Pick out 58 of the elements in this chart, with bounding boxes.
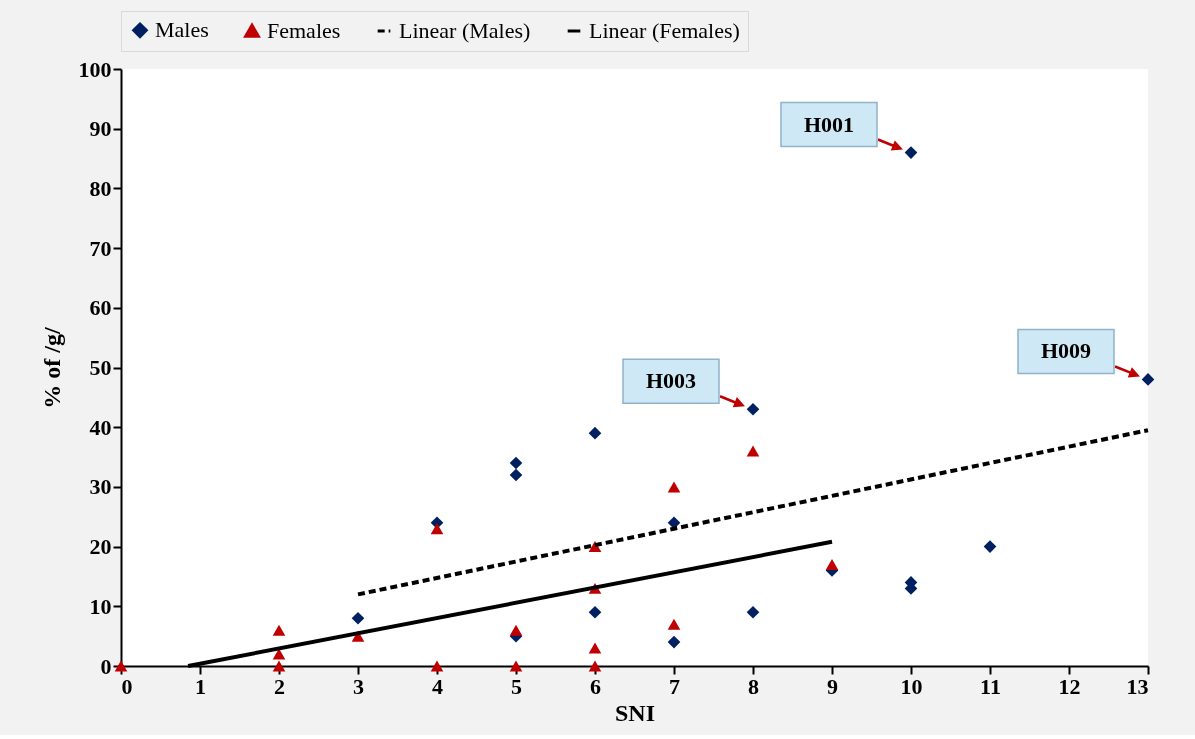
point [509, 660, 523, 672]
x-axis-title: SNI [614, 699, 656, 726]
y-tick-label: 80 [89, 175, 112, 201]
point [509, 456, 523, 470]
annotation: H001 [803, 111, 855, 137]
point [272, 624, 286, 636]
annotation: H009 [1040, 338, 1092, 364]
point [272, 660, 286, 672]
x-tick-label: 6 [590, 673, 601, 699]
point [746, 402, 760, 416]
point [667, 618, 681, 630]
y-tick-label: 0 [100, 653, 112, 679]
point [509, 468, 523, 482]
point [746, 445, 760, 457]
x-tick-label: 9 [827, 673, 838, 699]
point [509, 624, 523, 636]
y-tick-label: 30 [89, 474, 112, 500]
point [272, 648, 286, 660]
y-tick-label: 10 [89, 593, 112, 619]
point [746, 605, 760, 619]
point [351, 611, 365, 625]
legend-label: Females [267, 17, 341, 43]
y-axis-title: % of /g/ [38, 327, 65, 409]
point [1141, 373, 1155, 386]
x-tick-label: 8 [748, 673, 759, 699]
legend-label: Linear (Males) [399, 18, 531, 43]
legend-label: Linear (Females) [589, 18, 740, 43]
point [825, 559, 839, 570]
point [588, 605, 602, 619]
point [588, 642, 602, 654]
point [667, 635, 681, 649]
point [667, 481, 681, 493]
point [588, 660, 602, 672]
x-tick-label: 5 [511, 673, 522, 699]
point [904, 146, 918, 159]
x-tick-label: 3 [353, 673, 364, 699]
x-tick-label: 7 [669, 673, 680, 699]
x-tick-label: 10 [900, 673, 923, 699]
point [588, 426, 602, 440]
y-tick-label: 70 [89, 235, 112, 261]
x-tick-label: 2 [274, 673, 285, 699]
x-tick-label: 11 [980, 673, 1001, 699]
x-tick-label: 4 [432, 673, 443, 699]
legend-label: Males [155, 17, 209, 43]
x-tick-label: 0 [121, 673, 133, 699]
point [983, 540, 997, 553]
y-tick-label: 90 [89, 116, 112, 142]
x-tick-label: 1 [195, 673, 206, 699]
annotation: H003 [645, 368, 697, 394]
y-tick-label: 100 [78, 56, 112, 82]
x-tick-label: 13 [1126, 673, 1149, 699]
y-tick-label: 60 [89, 295, 112, 321]
y-tick-label: 50 [89, 355, 112, 380]
y-tick-label: 40 [89, 414, 112, 440]
point [430, 660, 444, 672]
point [430, 523, 444, 535]
x-tick-label: 12 [1058, 673, 1081, 699]
y-tick-label: 20 [89, 534, 112, 560]
